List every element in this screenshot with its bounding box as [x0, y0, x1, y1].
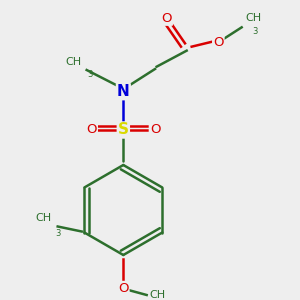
Text: CH: CH — [65, 57, 82, 67]
Text: 3: 3 — [253, 27, 258, 36]
Text: CH: CH — [245, 13, 261, 23]
Text: 3: 3 — [87, 70, 92, 79]
Text: S: S — [118, 122, 129, 137]
Text: CH: CH — [35, 213, 51, 223]
Text: O: O — [86, 124, 97, 136]
Text: O: O — [213, 36, 224, 49]
Text: 3: 3 — [55, 229, 60, 238]
Text: O: O — [150, 124, 160, 136]
Text: N: N — [117, 84, 130, 99]
Text: CH: CH — [149, 290, 165, 300]
Text: O: O — [161, 12, 172, 25]
Text: O: O — [118, 282, 129, 295]
